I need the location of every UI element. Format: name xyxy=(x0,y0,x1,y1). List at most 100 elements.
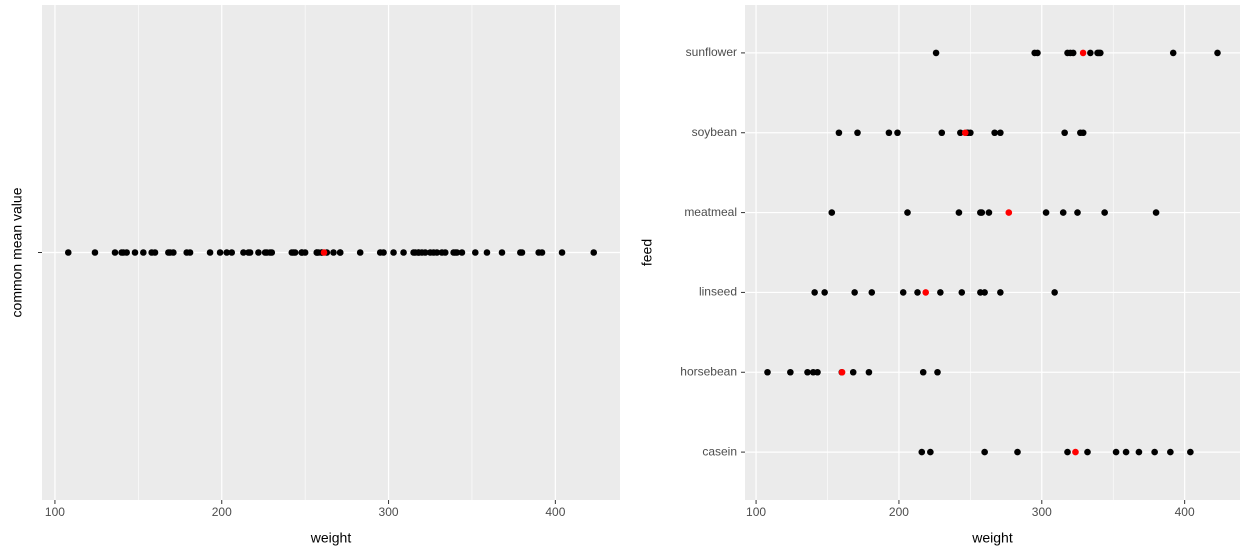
point xyxy=(1064,49,1071,57)
point xyxy=(894,129,901,137)
point xyxy=(140,249,147,256)
point xyxy=(1087,49,1094,57)
point xyxy=(255,249,262,256)
point xyxy=(868,289,876,296)
point xyxy=(498,249,506,256)
mean-point xyxy=(922,289,930,296)
point xyxy=(981,448,988,456)
point xyxy=(1112,448,1120,456)
point xyxy=(997,129,1004,137)
point xyxy=(421,249,429,256)
mean-point xyxy=(1079,49,1087,57)
point xyxy=(1079,129,1087,137)
point xyxy=(904,209,911,216)
point xyxy=(811,289,818,296)
x-tick-label: 100 xyxy=(746,505,766,519)
point xyxy=(1084,448,1091,456)
point xyxy=(854,129,861,137)
point xyxy=(471,249,479,256)
point xyxy=(937,289,944,296)
point xyxy=(558,249,566,256)
y-axis-title: feed xyxy=(639,239,655,266)
point xyxy=(245,249,252,256)
mean-point xyxy=(838,368,846,376)
point xyxy=(1187,448,1194,456)
x-axis-title: weight xyxy=(971,530,1013,546)
point xyxy=(1051,289,1058,296)
point xyxy=(997,289,1004,296)
point xyxy=(288,249,296,256)
point xyxy=(821,289,828,296)
x-tick-label: 200 xyxy=(889,505,909,519)
point xyxy=(261,249,269,256)
point xyxy=(985,209,993,216)
y-tick-label: horsebean xyxy=(680,364,737,378)
point xyxy=(1014,448,1021,456)
y-axis-title: common mean value xyxy=(9,187,25,317)
y-tick-label: soybean xyxy=(692,125,737,139)
point xyxy=(1122,448,1130,456)
point xyxy=(298,249,306,256)
y-tick-label: meatmeal xyxy=(684,205,737,219)
point xyxy=(356,249,364,256)
point xyxy=(380,249,387,256)
point xyxy=(865,368,873,376)
point xyxy=(914,289,921,296)
point xyxy=(991,129,998,137)
point xyxy=(426,249,434,256)
point xyxy=(934,368,941,376)
point xyxy=(228,249,236,256)
point xyxy=(804,368,811,376)
point xyxy=(828,209,836,216)
point xyxy=(268,249,276,256)
point xyxy=(330,249,337,256)
point xyxy=(390,249,397,256)
point xyxy=(849,368,857,376)
point xyxy=(1074,209,1081,216)
point xyxy=(1101,209,1108,216)
x-axis-title: weight xyxy=(310,530,352,546)
point xyxy=(131,249,139,256)
x-tick-label: 300 xyxy=(379,505,399,519)
point xyxy=(899,289,907,296)
point xyxy=(223,249,231,256)
point xyxy=(170,249,177,256)
mean-point xyxy=(1005,209,1013,216)
point xyxy=(835,129,843,137)
point xyxy=(1034,49,1041,57)
point xyxy=(535,249,542,256)
point xyxy=(120,249,127,256)
point xyxy=(1152,209,1160,216)
point xyxy=(64,249,72,256)
point xyxy=(977,289,984,296)
point xyxy=(764,368,771,376)
point xyxy=(1151,448,1158,456)
point xyxy=(1061,129,1068,137)
point xyxy=(957,129,964,137)
point xyxy=(1042,209,1050,216)
point xyxy=(438,249,446,256)
point xyxy=(978,209,986,216)
point xyxy=(590,249,598,256)
x-tick-label: 200 xyxy=(212,505,232,519)
point xyxy=(91,249,99,256)
point xyxy=(787,368,794,376)
point xyxy=(111,249,119,256)
point xyxy=(955,209,963,216)
point xyxy=(336,249,344,256)
point xyxy=(1097,49,1104,57)
point xyxy=(809,368,817,376)
point xyxy=(400,249,407,256)
point xyxy=(885,129,893,137)
point xyxy=(458,249,466,256)
point xyxy=(415,249,422,256)
point xyxy=(240,249,247,256)
point xyxy=(927,448,934,456)
y-tick-label: sunflower xyxy=(686,45,737,59)
point xyxy=(148,249,155,256)
x-tick-label: 100 xyxy=(45,505,65,519)
point xyxy=(919,368,927,376)
mean-point xyxy=(1072,448,1079,456)
y-tick-label: casein xyxy=(702,444,737,458)
